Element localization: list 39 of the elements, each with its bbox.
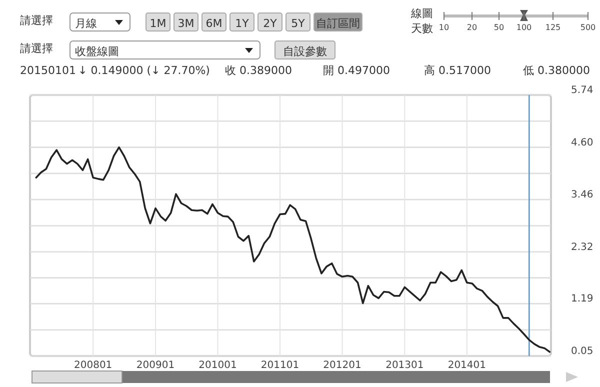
y-tick-label: 1.19: [571, 294, 594, 305]
text: ↓ 0.149000 (↓ 27.70%): [78, 64, 210, 77]
text: 50: [494, 23, 504, 32]
text: 20: [466, 23, 478, 32]
text: 收 0.389000: [225, 64, 292, 77]
y-tick-label: 5.74: [571, 85, 594, 96]
text: 10: [438, 23, 450, 32]
x-tick-label: 201101: [260, 360, 300, 371]
text: 1Y: [235, 17, 250, 30]
text: 125: [545, 23, 561, 32]
x-tick-label: 201301: [386, 360, 424, 371]
text: 100: [516, 23, 532, 32]
text: 線圖: [410, 7, 433, 20]
text: 自設參數: [283, 45, 327, 58]
text: 2Y: [263, 17, 278, 30]
text: 500: [580, 23, 596, 32]
x-tick-label: 201201: [323, 360, 362, 371]
y-tick-label: 0.05: [571, 346, 594, 357]
x-tick-label: 201001: [198, 360, 237, 371]
y-tick-label: 2.32: [571, 242, 594, 253]
text: 3M: [178, 17, 194, 30]
text: 月線: [75, 17, 97, 30]
text: 請選擇: [20, 42, 53, 55]
text: 低 0.380000: [523, 64, 590, 77]
text: 開 0.497000: [323, 64, 390, 77]
y-tick-label: 4.60: [571, 137, 594, 148]
y-tick-label: 3.46: [571, 190, 594, 201]
text: 高 0.517000: [424, 64, 491, 77]
text: 20150101: [20, 64, 76, 77]
text: 收盤線圖: [75, 45, 119, 58]
text: 5Y: [291, 17, 306, 30]
text: 6M: [206, 17, 222, 30]
x-tick-label: 200901: [136, 360, 175, 371]
text: 1M: [150, 17, 166, 30]
text: 請選擇: [20, 14, 53, 27]
x-tick-label: 200801: [74, 360, 112, 371]
x-tick-label: 201401: [448, 360, 486, 371]
text: 天數: [411, 22, 433, 35]
text: 自訂區間: [316, 17, 360, 30]
